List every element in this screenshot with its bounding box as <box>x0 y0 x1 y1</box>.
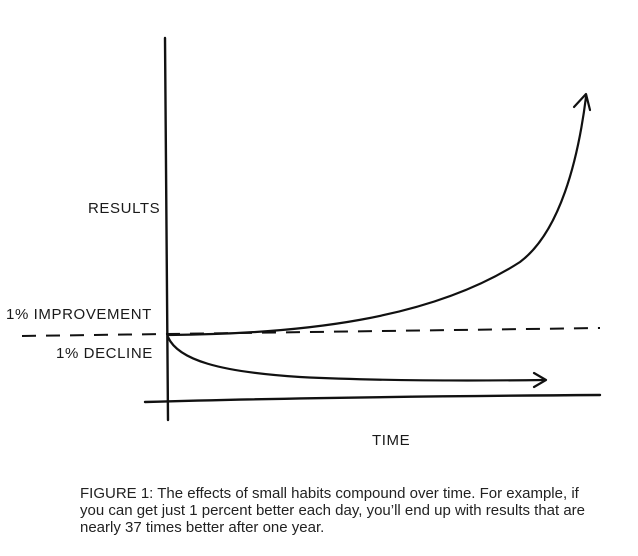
figure-caption: FIGURE 1: The effects of small habits co… <box>80 485 586 536</box>
improvement-label: 1% IMPROVEMENT <box>6 306 152 323</box>
y-axis-label: RESULTS <box>88 200 161 217</box>
diagram: RESULTS 1% IMPROVEMENT 1% DECLINE TIME <box>6 36 602 449</box>
decline-label: 1% DECLINE <box>56 345 153 362</box>
improvement-arrowhead <box>572 92 592 112</box>
baseline-dashed-line <box>21 327 601 337</box>
improvement-curve <box>166 95 588 337</box>
decline-arrowhead <box>532 371 548 389</box>
x-axis-line <box>143 393 602 404</box>
decline-curve <box>166 335 546 382</box>
diagram-canvas <box>21 36 602 422</box>
x-axis-label: TIME <box>372 432 411 449</box>
y-axis-line <box>163 36 170 422</box>
